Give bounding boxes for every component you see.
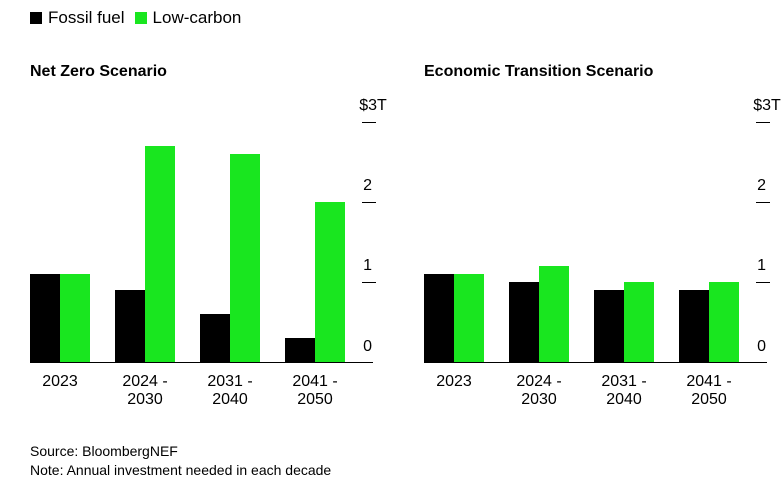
- chart-title-1: Economic Transition Scenario: [424, 63, 654, 80]
- bar-0-2-1: [230, 154, 260, 362]
- bar-1-3-1: [709, 282, 739, 362]
- y-tick-label-0-1: 1: [363, 257, 372, 274]
- x-tick-label-1-0-0: 2023: [436, 373, 472, 390]
- bar-0-2-0: [200, 314, 230, 362]
- y-tick-label-0-0: 0: [363, 338, 372, 355]
- bar-0-1-0: [115, 290, 145, 362]
- bar-1-0-0: [424, 274, 454, 362]
- bar-0-3-1: [315, 202, 345, 362]
- y-tick-label-1-3: $3T: [753, 97, 781, 114]
- bar-1-3-0: [679, 290, 709, 362]
- x-tick-label-1-2-1: 2040: [606, 391, 642, 408]
- x-tick-label-1-3-1: 2050: [691, 391, 727, 408]
- legend-label-low-carbon: Low-carbon: [152, 8, 242, 27]
- x-tick-label-0-3-0: 2041 -: [292, 373, 337, 390]
- legend-label-fossil-fuel: Fossil fuel: [48, 8, 125, 27]
- legend-swatch-fossil-fuel: [30, 12, 42, 24]
- x-tick-label-0-3-1: 2050: [297, 391, 333, 408]
- x-tick-label-1-1-0: 2024 -: [516, 373, 561, 390]
- bar-1-1-0: [509, 282, 539, 362]
- y-tick-label-0-3: $3T: [359, 97, 387, 114]
- x-tick-label-0-0-0: 2023: [42, 373, 78, 390]
- bar-1-2-0: [594, 290, 624, 362]
- x-tick-label-0-2-1: 2040: [212, 391, 248, 408]
- legend: Fossil fuel Low-carbon: [30, 8, 251, 28]
- y-tick-label-0-2: 2: [363, 177, 372, 194]
- y-tick-label-1-2: 2: [757, 177, 766, 194]
- x-tick-label-0-1-1: 2030: [127, 391, 163, 408]
- bar-0-0-1: [60, 274, 90, 362]
- x-tick-label-0-2-0: 2031 -: [207, 373, 252, 390]
- x-tick-label-1-1-1: 2030: [521, 391, 557, 408]
- bar-0-3-0: [285, 338, 315, 362]
- bar-1-1-1: [539, 266, 569, 362]
- legend-swatch-low-carbon: [134, 12, 147, 24]
- bar-0-0-0: [30, 274, 60, 362]
- legend-item-fossil-fuel: Fossil fuel: [30, 8, 125, 28]
- x-tick-label-0-1-0: 2024 -: [122, 373, 167, 390]
- x-tick-label-1-3-0: 2041 -: [686, 373, 731, 390]
- bar-1-2-1: [624, 282, 654, 362]
- chart-title-0: Net Zero Scenario: [30, 63, 167, 80]
- bar-1-0-1: [454, 274, 484, 362]
- legend-item-low-carbon: Low-carbon: [134, 8, 242, 28]
- y-tick-label-1-1: 1: [757, 257, 766, 274]
- footnote: Note: Annual investment needed in each d…: [30, 462, 332, 478]
- source-note: Source: BloombergNEF: [30, 443, 178, 459]
- bar-0-1-1: [145, 146, 175, 362]
- x-tick-label-1-2-0: 2031 -: [601, 373, 646, 390]
- y-tick-label-1-0: 0: [757, 338, 766, 355]
